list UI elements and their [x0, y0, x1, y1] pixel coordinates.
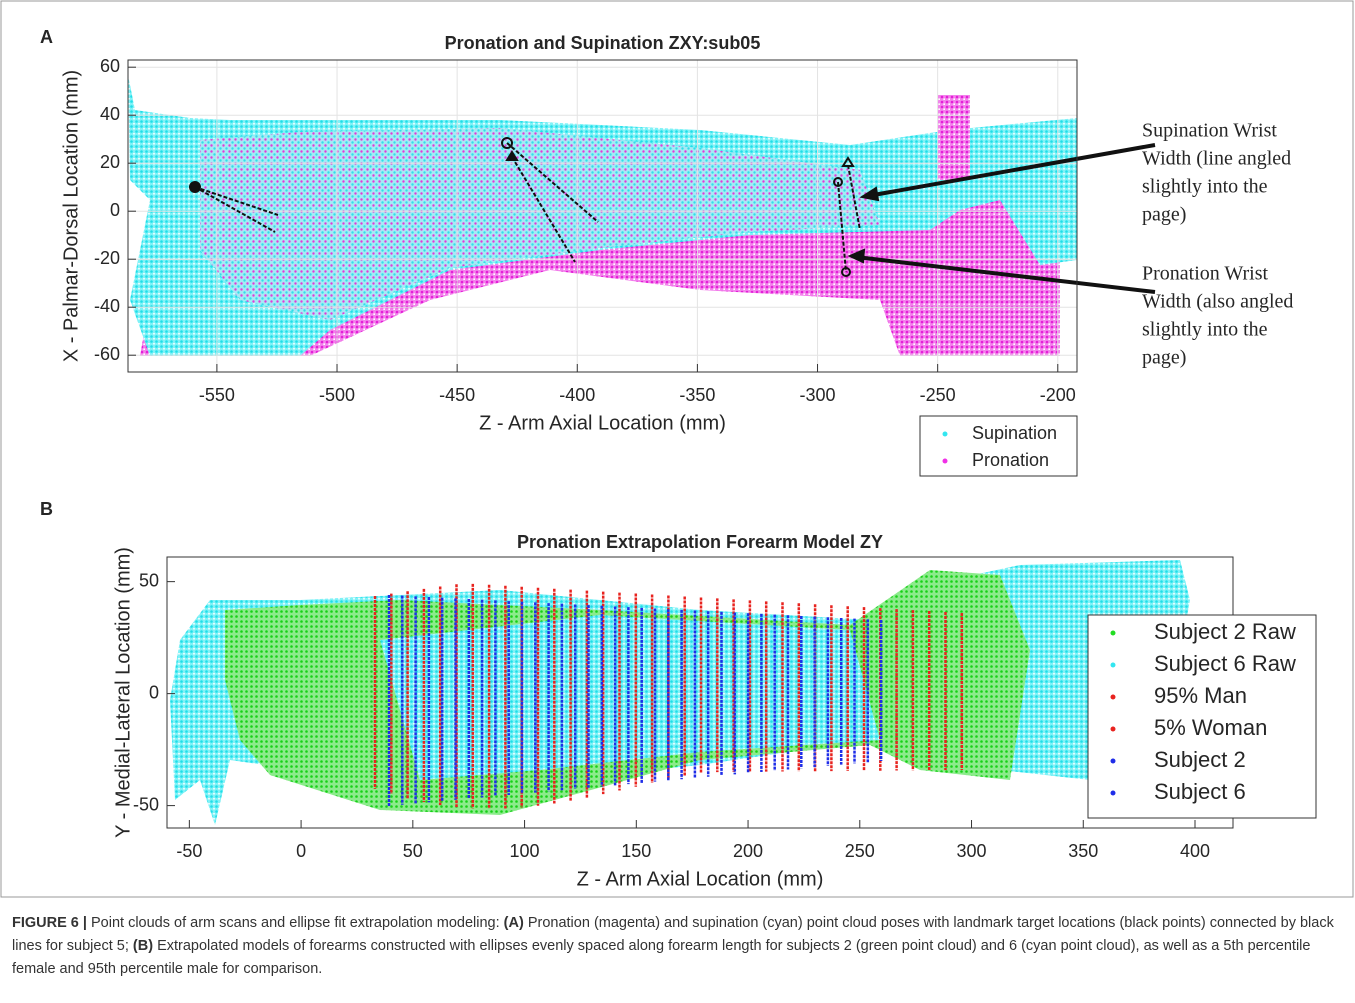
legend-label: Subject 2 Raw: [1154, 619, 1296, 644]
x-tick-label: 200: [733, 841, 763, 861]
legend-marker: [943, 459, 948, 464]
y-tick-label: 20: [100, 152, 120, 172]
x-tick-label: 300: [957, 841, 987, 861]
x-tick-label: 350: [1068, 841, 1098, 861]
panel-label: A: [40, 27, 53, 47]
x-axis-label: Z - Arm Axial Location (mm): [577, 868, 824, 890]
y-tick-label: -60: [94, 344, 120, 364]
figure: -550-500-450-400-350-300-250-200-60-40-2…: [0, 0, 1355, 900]
legend-marker: [1111, 791, 1116, 796]
legend-label: Supination: [972, 423, 1057, 443]
legend-label: Subject 6: [1154, 779, 1246, 804]
caption-text: (B): [133, 938, 153, 954]
y-tick-label: 0: [149, 682, 159, 702]
x-tick-label: 150: [621, 841, 651, 861]
annotation: page): [1142, 347, 1186, 369]
x-tick-label: 0: [296, 841, 306, 861]
legend-label: Subject 6 Raw: [1154, 651, 1296, 676]
x-tick-label: 100: [510, 841, 540, 861]
x-axis-label: Z - Arm Axial Location (mm): [479, 412, 726, 434]
legend-label: Pronation: [972, 450, 1049, 470]
legend-marker: [943, 432, 948, 437]
x-tick-label: -300: [800, 385, 836, 405]
annotation: Width (also angled: [1142, 291, 1293, 313]
annotation: page): [1142, 204, 1186, 226]
annotation: Width (line angled: [1142, 148, 1291, 170]
x-tick-label: -200: [1040, 385, 1076, 405]
x-tick-label: -500: [319, 385, 355, 405]
y-tick-label: 60: [100, 56, 120, 76]
caption: FIGURE 6 | Point clouds of arm scans and…: [12, 912, 1342, 981]
y-axis-label: X - Palmar-Dorsal Location (mm): [60, 70, 82, 362]
x-tick-label: 250: [845, 841, 875, 861]
y-tick-label: -20: [94, 248, 120, 268]
legend-marker: [1111, 727, 1116, 732]
legend-label: Subject 2: [1154, 747, 1246, 772]
y-tick-label: 50: [139, 570, 159, 590]
caption-text: (A): [504, 915, 524, 931]
x-tick-label: 50: [403, 841, 423, 861]
y-tick-label: -50: [133, 794, 159, 814]
legend-label: 95% Man: [1154, 683, 1247, 708]
panel-label: B: [40, 499, 53, 519]
x-tick-label: -350: [679, 385, 715, 405]
x-tick-label: -400: [559, 385, 595, 405]
y-axis-label: Y - Medial-Lateral Location (mm): [112, 547, 134, 838]
caption-text: Extrapolated models of forearms construc…: [12, 938, 1310, 977]
y-tick-label: 0: [110, 200, 120, 220]
y-tick-label: 40: [100, 104, 120, 124]
x-tick-label: 400: [1180, 841, 1210, 861]
caption-text: Point clouds of arm scans and ellipse fi…: [87, 915, 504, 931]
legend-marker: [1111, 695, 1116, 700]
caption-text: FIGURE 6 |: [12, 915, 87, 931]
chart-title: Pronation Extrapolation Forearm Model ZY: [517, 532, 883, 552]
annotation: slightly into the: [1142, 319, 1268, 341]
annotation: slightly into the: [1142, 176, 1268, 198]
x-tick-label: -450: [439, 385, 475, 405]
legend-marker: [1111, 631, 1116, 636]
chart-title: Pronation and Supination ZXY:sub05: [445, 33, 761, 53]
point-cloud-a: [128, 75, 1077, 356]
y-tick-label: -40: [94, 296, 120, 316]
annotation: Pronation Wrist: [1142, 263, 1268, 285]
page: -550-500-450-400-350-300-250-200-60-40-2…: [0, 0, 1355, 1003]
legend-label: 5% Woman: [1154, 715, 1267, 740]
x-tick-label: -50: [176, 841, 202, 861]
point-cloud-b: [170, 560, 1190, 825]
annotation: Supination Wrist: [1142, 120, 1277, 142]
x-tick-label: -550: [199, 385, 235, 405]
x-tick-label: -250: [920, 385, 956, 405]
legend-marker: [1111, 759, 1116, 764]
legend-marker: [1111, 663, 1116, 668]
